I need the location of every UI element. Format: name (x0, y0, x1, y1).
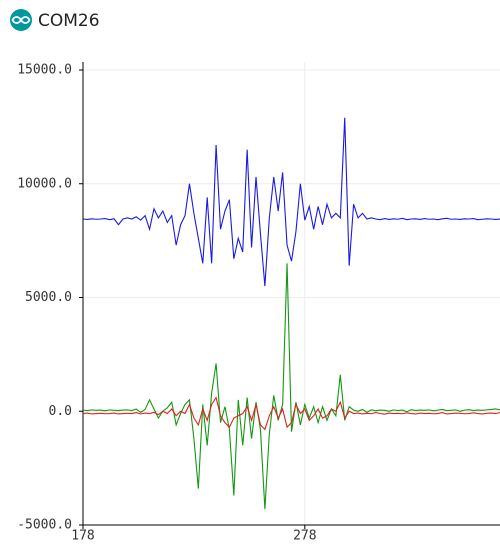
y-tick-label: 5000.0 (25, 290, 72, 305)
window-title: COM26 (38, 11, 100, 31)
y-tick-label: 10000.0 (17, 176, 72, 191)
y-tick-label: 15000.0 (17, 63, 72, 78)
series-line (82, 396, 500, 431)
x-tick-label: 178 (71, 529, 94, 544)
series-line (82, 117, 500, 287)
series-line (82, 263, 500, 510)
y-tick-label: 0.0 (49, 404, 72, 419)
y-tick-label: -5000.0 (17, 518, 72, 533)
app-icon (10, 9, 32, 31)
x-tick-label: 278 (293, 529, 316, 544)
